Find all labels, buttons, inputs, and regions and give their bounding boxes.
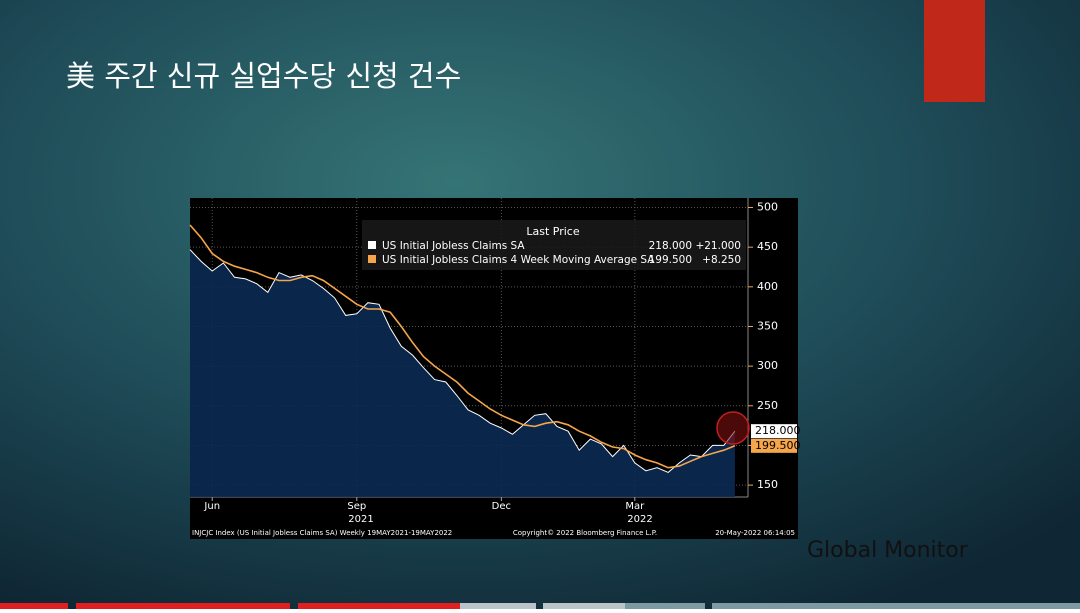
legend-swatch <box>368 255 376 263</box>
legend-change: +8.250 <box>702 254 741 266</box>
legend-last: 199.500 <box>649 254 692 266</box>
legend-title: Last Price <box>526 225 579 238</box>
x-tick-label: Jun <box>203 501 220 512</box>
legend-label: US Initial Jobless Claims SA <box>382 240 525 252</box>
legend-label: US Initial Jobless Claims 4 Week Moving … <box>382 254 655 266</box>
last-value-label: 218.000 <box>755 424 801 437</box>
y-tick-label: 150 <box>757 478 778 491</box>
footer-copyright: Copyright© 2022 Bloomberg Finance L.P. <box>513 529 657 537</box>
legend: Last Price US Initial Jobless Claims SA … <box>362 220 746 270</box>
x-tick-label: Mar <box>625 501 645 512</box>
x-tick-label: Sep <box>347 501 366 512</box>
footer-time: 20-May-2022 06:14:05 <box>715 529 795 537</box>
legend-swatch <box>368 241 376 249</box>
y-tick-label: 500 <box>757 201 778 214</box>
y-tick-label: 450 <box>757 240 778 253</box>
x-tick-label: Dec <box>492 501 511 512</box>
highlight-circle <box>716 411 750 445</box>
line <box>189 224 736 469</box>
chart: 150200250300350400450500JunSepDecMar218.… <box>189 198 801 512</box>
area <box>190 249 735 497</box>
y-tick-label: 400 <box>757 280 778 293</box>
y-tick-label: 350 <box>757 319 778 332</box>
accent-block <box>924 0 985 102</box>
x-year-label: 2021 <box>348 514 373 525</box>
last-value-label: 199.500 <box>755 439 801 452</box>
legend-last: 218.000 <box>649 240 692 252</box>
brand: Global Monitor <box>807 538 969 563</box>
y-tick-label: 300 <box>757 359 778 372</box>
line <box>189 249 736 473</box>
footer-source: INJCJC Index (US Initial Jobless Claims … <box>192 529 452 537</box>
legend-box <box>362 220 746 270</box>
last-value-tag <box>751 424 797 439</box>
bottom-bar <box>0 603 1080 609</box>
y-tick-label: 250 <box>757 399 778 412</box>
last-value-tag <box>751 438 797 453</box>
x-year-label: 2022 <box>627 514 652 525</box>
legend-change: +21.000 <box>695 240 741 252</box>
slide-title: 美 주간 신규 실업수당 신청 건수 <box>66 59 461 93</box>
